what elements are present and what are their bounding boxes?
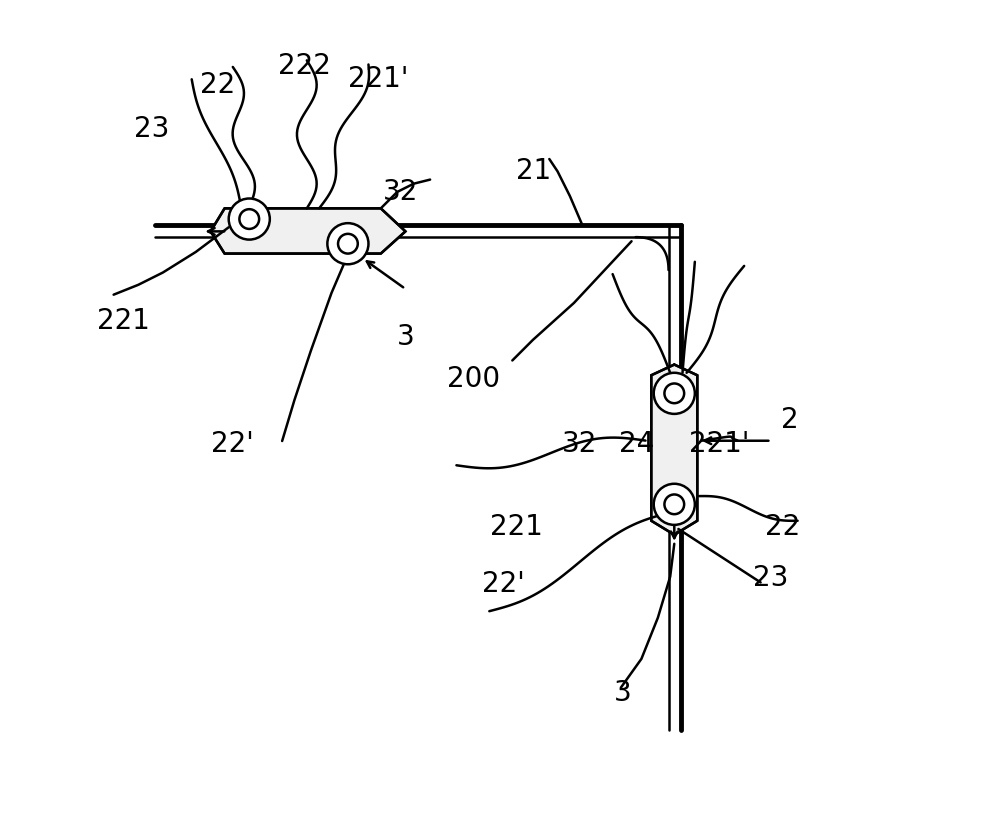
Text: 221': 221' <box>689 431 749 458</box>
Circle shape <box>654 373 695 414</box>
Text: 3: 3 <box>397 324 415 351</box>
Circle shape <box>327 223 368 264</box>
Text: 221: 221 <box>97 307 150 335</box>
Text: 32: 32 <box>383 178 419 206</box>
Polygon shape <box>211 208 405 253</box>
Circle shape <box>664 384 684 403</box>
Text: 221': 221' <box>348 65 408 94</box>
Circle shape <box>229 198 270 240</box>
Text: 32: 32 <box>562 431 597 458</box>
Text: 222: 222 <box>278 52 331 80</box>
Text: 200: 200 <box>447 364 500 393</box>
Text: 3: 3 <box>613 680 631 707</box>
Circle shape <box>654 484 695 525</box>
Text: 22': 22' <box>211 431 253 458</box>
Text: 2: 2 <box>781 405 799 434</box>
Text: 21: 21 <box>516 157 552 186</box>
Text: 24: 24 <box>619 431 654 458</box>
Text: 22': 22' <box>482 570 525 598</box>
Text: 23: 23 <box>134 115 170 143</box>
Circle shape <box>664 494 684 514</box>
Circle shape <box>338 234 358 253</box>
Text: 22: 22 <box>200 71 235 99</box>
Text: 22: 22 <box>765 512 800 541</box>
Polygon shape <box>651 364 697 535</box>
Text: 221: 221 <box>490 512 543 541</box>
Circle shape <box>239 209 259 229</box>
Text: 23: 23 <box>753 564 789 593</box>
